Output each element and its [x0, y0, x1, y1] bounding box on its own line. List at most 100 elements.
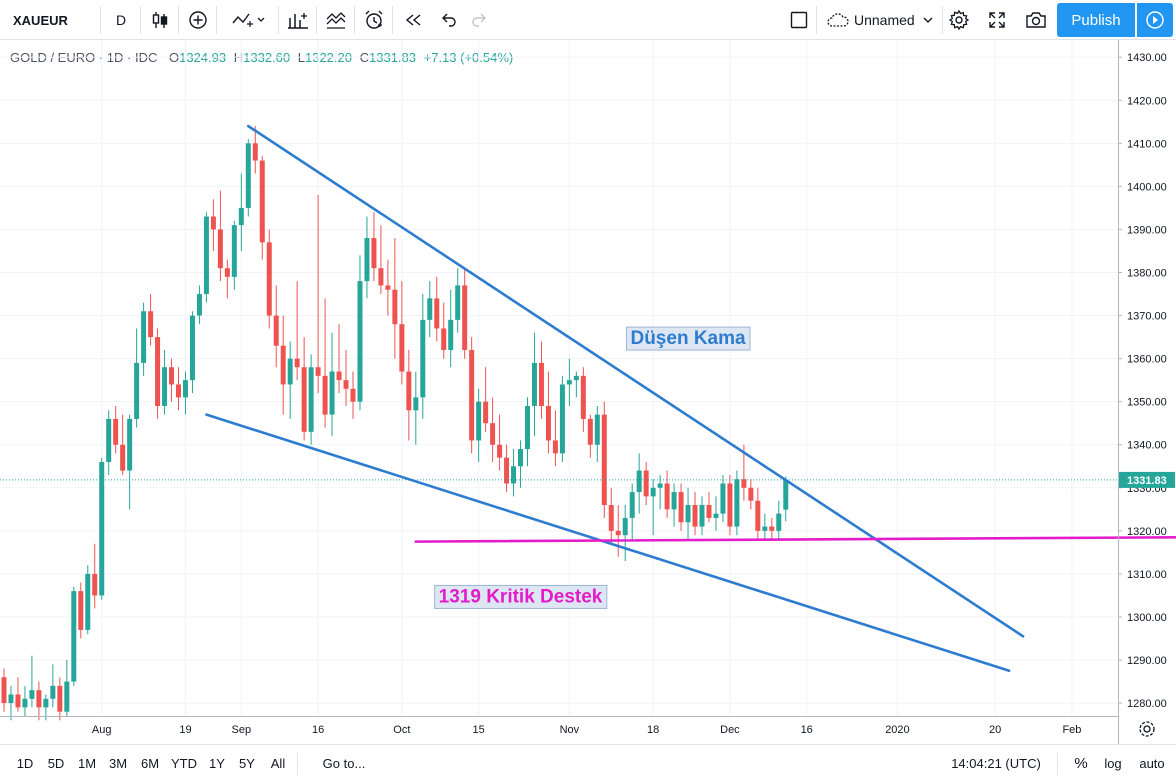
candle-body	[71, 591, 77, 682]
publish-button[interactable]: Publish	[1057, 3, 1135, 37]
candle	[699, 496, 705, 536]
goto-button[interactable]: Go to...	[306, 745, 382, 781]
candle	[608, 487, 614, 544]
candle	[343, 350, 349, 406]
toolbar-divider	[278, 6, 279, 34]
candle-body	[720, 483, 726, 514]
candle-body	[741, 479, 747, 488]
publish-options-button[interactable]	[1137, 3, 1173, 37]
candle	[504, 444, 510, 493]
candle-body	[434, 298, 440, 329]
candle	[127, 414, 133, 510]
range-button-ytd[interactable]: YTD	[171, 755, 197, 771]
candle	[420, 294, 426, 419]
candle	[203, 212, 209, 303]
log-toggle[interactable]: log	[1098, 745, 1128, 781]
candle-body	[280, 345, 286, 385]
candle	[643, 461, 649, 506]
candle-body	[15, 694, 21, 708]
compare-button[interactable]	[182, 0, 214, 40]
templates-button[interactable]	[320, 0, 352, 40]
rewind-icon	[405, 14, 421, 26]
axis-settings-icon[interactable]	[1139, 721, 1155, 737]
support-label: 1319 Kritik Destek	[434, 584, 608, 609]
candle	[566, 358, 572, 406]
range-button-1y[interactable]: 1Y	[209, 755, 225, 771]
candle-body	[538, 362, 544, 406]
candles-icon	[152, 12, 168, 28]
candle-body	[224, 268, 230, 277]
candle-body	[343, 380, 349, 389]
alarm-clock-icon	[365, 10, 383, 29]
candle-body	[155, 337, 161, 406]
candle-body	[469, 350, 475, 441]
range-button-5y[interactable]: 5Y	[239, 755, 255, 771]
candle-body	[217, 229, 223, 269]
candle-body	[273, 315, 279, 346]
add-circle-icon	[189, 11, 207, 29]
candle-body	[176, 384, 181, 398]
candle	[71, 586, 77, 686]
price-chart[interactable]: Düşen Kama 1319 Kritik Destek 1280.00 1290…	[0, 40, 1176, 744]
camera-icon	[1026, 12, 1046, 28]
toolbar-divider	[816, 6, 817, 34]
candle-body	[85, 573, 91, 630]
interval-button[interactable]: D	[104, 0, 138, 40]
candle	[497, 414, 503, 471]
undo-button[interactable]	[434, 0, 464, 40]
candle	[615, 505, 621, 557]
last-price-label: 1331.83	[1127, 475, 1167, 487]
financials-button[interactable]	[282, 0, 314, 40]
candle-body	[525, 405, 530, 450]
candle	[448, 289, 454, 368]
candle	[57, 677, 63, 721]
range-button-6m[interactable]: 6M	[140, 755, 160, 771]
timezone-clock[interactable]: 14:04:21 (UTC)	[944, 745, 1048, 781]
indicators-button[interactable]	[220, 0, 276, 40]
candle	[538, 341, 544, 419]
undo-icon	[442, 13, 456, 27]
candle-body	[608, 505, 614, 531]
price-tick-label: 1380.00	[1127, 268, 1167, 280]
price-tick-label: 1430.00	[1127, 52, 1167, 64]
candle-body	[504, 457, 510, 484]
candle-body	[448, 319, 454, 351]
price-tick-label: 1360.00	[1127, 354, 1167, 366]
candle	[741, 444, 747, 501]
candle-body	[559, 384, 565, 454]
candle-body	[769, 526, 775, 531]
candle	[511, 449, 517, 497]
range-button-all[interactable]: All	[270, 755, 286, 771]
snapshot-button[interactable]	[1020, 0, 1052, 40]
select-box-button[interactable]	[784, 0, 814, 40]
candle	[434, 276, 440, 342]
candle-body	[399, 324, 405, 372]
candle	[92, 543, 98, 609]
candle	[29, 655, 35, 708]
candle-body	[78, 591, 84, 630]
replay-button[interactable]	[396, 0, 430, 40]
candle-body	[322, 375, 328, 415]
redo-button[interactable]	[464, 0, 494, 40]
alert-button[interactable]	[358, 0, 390, 40]
symbol-search-button[interactable]: XAUEUR	[0, 0, 100, 40]
falling-wedge-label-text: Düşen Kama	[630, 328, 746, 349]
candle	[531, 332, 537, 437]
chart-type-button[interactable]	[144, 0, 176, 40]
range-button-1m[interactable]: 1M	[77, 755, 97, 771]
price-tick-label: 1410.00	[1127, 138, 1167, 150]
candle	[357, 255, 363, 411]
price-tick-label: 1350.00	[1127, 397, 1167, 409]
percent-toggle[interactable]: %	[1070, 745, 1092, 781]
candle-body	[259, 160, 265, 243]
fullscreen-button[interactable]	[982, 0, 1012, 40]
layout-name-button[interactable]: Unnamed	[820, 0, 942, 40]
auto-toggle[interactable]: auto	[1132, 745, 1172, 781]
time-tick-label: 20	[989, 724, 1001, 736]
candle-body	[357, 281, 363, 402]
top-toolbar: XAUEUR D Unnamed	[0, 0, 1176, 40]
range-button-5d[interactable]: 5D	[47, 755, 65, 771]
range-button-1d[interactable]: 1D	[16, 755, 34, 771]
settings-button[interactable]	[944, 0, 974, 40]
range-button-3m[interactable]: 3M	[108, 755, 128, 771]
